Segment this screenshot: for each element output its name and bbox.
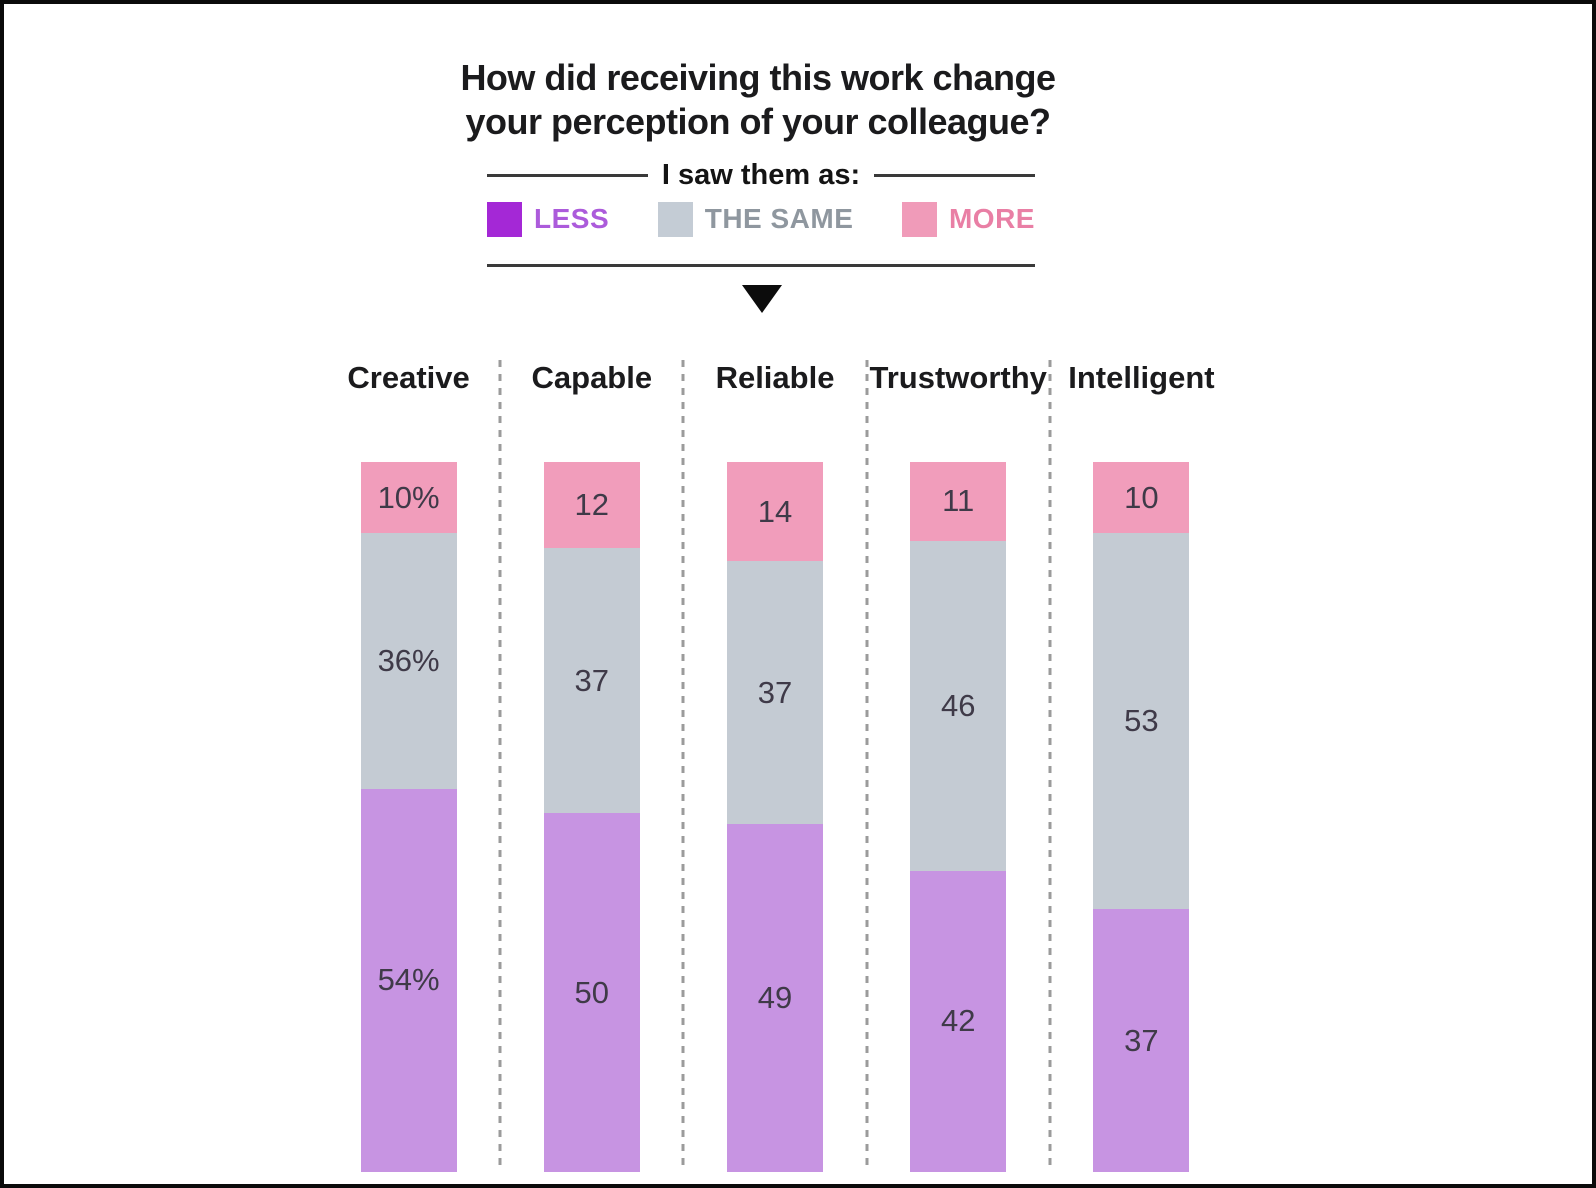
bar-value-label: 11: [942, 483, 975, 519]
stacked-bar-chart: Creative 10% 36% 54% Capable 12 37 50 Reliable 14…: [317, 358, 1233, 1172]
bar-value-label: 10: [1124, 479, 1159, 515]
bar-segment-the-same: 53: [1093, 533, 1190, 910]
bar-value-label: 36%: [377, 642, 440, 678]
stacked-bar: 12 37 50: [543, 462, 640, 1172]
bar-segment-less: 49: [727, 824, 823, 1172]
bar-value-label: 53: [1124, 703, 1159, 739]
column-header: Creative: [347, 360, 470, 395]
column-header: Trustworthy: [869, 360, 1047, 395]
legend-swatch-same: [657, 201, 693, 237]
legend-item-less: LESS: [487, 201, 610, 237]
bar-segment-the-same: 36%: [360, 533, 457, 789]
legend-heading-row: I saw them as:: [487, 158, 1035, 192]
bar-segment-more: 10: [1093, 462, 1190, 533]
bar-value-label: 37: [757, 674, 793, 710]
bar-segment-more: 11: [910, 462, 1007, 541]
bar-value-label: 54%: [377, 962, 440, 998]
bar-segment-the-same: 37: [543, 548, 640, 814]
legend-heading: I saw them as:: [661, 158, 861, 191]
legend-label-same: THE SAME: [704, 203, 854, 234]
column-divider: [1048, 360, 1052, 1166]
bar-value-label: 37: [1124, 1022, 1159, 1058]
bar-segment-the-same: 37: [727, 561, 823, 825]
bar-segment-more: 12: [543, 462, 640, 549]
legend-rule-right: [874, 173, 1035, 177]
bar-value-label: 49: [757, 980, 793, 1016]
stacked-bar: 14 37 49: [727, 462, 823, 1172]
legend: I saw them as: LESS THE SAME MORE: [487, 158, 1035, 267]
stacked-bar: 10 53 37: [1093, 462, 1190, 1172]
legend-underline: [487, 264, 1035, 267]
bar-value-label: 10%: [377, 479, 440, 515]
bar-value-label: 46: [940, 687, 976, 723]
bar-value-label: 37: [574, 662, 610, 698]
chart-column-reliable: Reliable 14 37 49: [683, 358, 866, 1172]
chart-title-line1: How did receiving this work change: [460, 57, 1056, 99]
bar-segment-more: 14: [727, 462, 823, 562]
chart-title-line2: your perception of your colleague?: [465, 101, 1051, 143]
bar-value-label: 12: [574, 487, 610, 523]
down-triangle-icon: [742, 285, 782, 313]
legend-swatch-more: [901, 201, 937, 237]
chart-column-trustworthy: Trustworthy 11 46 42: [867, 358, 1050, 1172]
chart-column-creative: Creative 10% 36% 54%: [317, 358, 500, 1172]
bar-segment-less: 42: [910, 870, 1007, 1172]
column-divider: [498, 360, 502, 1166]
bar-value-label: 50: [574, 974, 610, 1010]
legend-item-same: THE SAME: [657, 201, 854, 237]
column-header: Reliable: [715, 360, 835, 395]
legend-swatch-less: [487, 201, 522, 237]
stacked-bar: 10% 36% 54%: [360, 462, 457, 1172]
bar-segment-less: 54%: [360, 788, 457, 1172]
bar-segment-the-same: 46: [910, 540, 1007, 871]
column-divider: [681, 360, 685, 1166]
column-header: Intelligent: [1068, 360, 1215, 395]
legend-item-more: MORE: [901, 201, 1035, 237]
legend-label-less: LESS: [534, 203, 610, 234]
bar-segment-less: 50: [543, 813, 640, 1172]
bar-segment-less: 37: [1093, 909, 1190, 1172]
column-divider: [865, 360, 869, 1166]
bar-value-label: 42: [940, 1003, 976, 1039]
column-header: Capable: [531, 360, 653, 395]
chart-title: How did receiving this work change your p…: [4, 56, 1512, 144]
legend-label-more: MORE: [948, 203, 1035, 234]
stacked-bar: 11 46 42: [910, 462, 1007, 1172]
chart-column-capable: Capable 12 37 50: [500, 358, 683, 1172]
legend-items: LESS THE SAME MORE: [487, 200, 1035, 238]
legend-rule-left: [487, 173, 648, 177]
bar-segment-more: 10%: [360, 462, 457, 533]
bar-value-label: 14: [757, 493, 793, 529]
chart-column-intelligent: Intelligent 10 53 37: [1050, 358, 1233, 1172]
